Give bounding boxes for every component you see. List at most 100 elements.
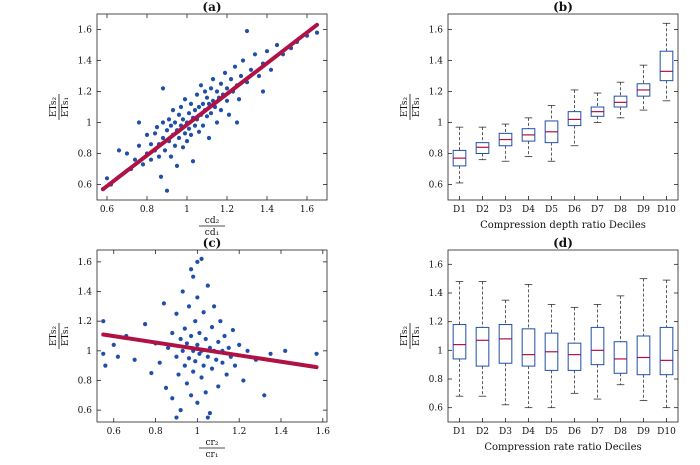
scatter-point (197, 351, 202, 356)
scatter-point (205, 354, 210, 359)
y-tick-label: 1 (86, 347, 92, 357)
y-tick-label: 1.4 (78, 57, 93, 67)
scatter-point (214, 120, 220, 125)
scatter-point (124, 151, 130, 156)
x-axis-label-den: cr₁ (206, 450, 219, 460)
scatter-point (101, 351, 106, 356)
scatter-point (198, 83, 204, 88)
panel-3: (c) 0.6 0.8 1 1.2 1.4 1.6 ETs₂ ETs₁ 0.6 0.8 1 1.2 1.4… (49, 236, 330, 460)
panel-1: (a) 0.6 0.8 1 1.2 1.4 1.6 ETs₂ ETs₁ 0.6 0.8 1 1.2 1.4… (49, 0, 328, 238)
scatter-point (152, 131, 158, 136)
y-tick-label: 1 (437, 119, 443, 129)
panel-title: (c) (203, 236, 222, 250)
panel-title: (b) (553, 0, 573, 14)
x-tick-label: 1.2 (220, 205, 234, 215)
scatter-point (236, 97, 242, 102)
x-tick-label: 0.6 (100, 205, 115, 215)
scatter-point (101, 319, 106, 324)
y-tick-label: 0.8 (429, 150, 444, 160)
scatter-point (222, 333, 227, 339)
x-axis-label: Compression rate ratio Deciles (484, 442, 641, 453)
y-axis-label-den: ETs₁ (412, 326, 422, 346)
scatter-point (170, 108, 176, 113)
x-tick-label: 0.8 (140, 205, 155, 215)
scatter-point (234, 120, 240, 125)
scatter-point (148, 142, 154, 147)
scatter-point (186, 126, 192, 131)
y-tick-label: 0.8 (429, 375, 444, 385)
box (475, 326, 490, 367)
y-tick-label: 1.2 (429, 88, 443, 98)
scatter-point (172, 143, 178, 148)
box (567, 342, 582, 371)
scatter-point (174, 163, 180, 168)
panel-title: (d) (553, 236, 573, 250)
scatter-point (157, 360, 162, 365)
x-tick-label: D2 (476, 205, 489, 215)
y-tick-label: 1.6 (429, 26, 444, 36)
scatter-point (268, 351, 273, 356)
y-axis-label: ETs₂ ETs₁ (400, 323, 422, 349)
scatter-point (218, 319, 223, 324)
y-axis-label-den: ETs₁ (61, 97, 71, 117)
box (452, 324, 467, 360)
scatter-point (182, 97, 188, 102)
scatter-point (156, 154, 162, 159)
scatter-point (188, 393, 194, 398)
box (498, 324, 513, 364)
scatter-point (182, 326, 187, 331)
scatter-point (201, 310, 206, 315)
scatter-point (203, 390, 208, 395)
scatter-point (176, 372, 181, 377)
scatter-point (115, 354, 121, 359)
scatter-point (142, 322, 148, 327)
scatter-point (228, 77, 234, 82)
x-tick-label: 0.8 (148, 427, 163, 437)
scatter-point (160, 135, 166, 141)
scatter-point (132, 157, 138, 162)
scatter-point (232, 64, 238, 69)
y-tick-label: 0.6 (429, 181, 444, 191)
scatter-point (132, 357, 137, 362)
scatter-point (162, 148, 168, 153)
plot-frame (447, 249, 679, 423)
box (613, 341, 628, 374)
scatter-point (241, 378, 246, 383)
scatter-point (192, 108, 198, 113)
y-axis-label: ETs₂ ETs₁ (49, 94, 71, 120)
scatter-point (194, 92, 200, 97)
x-tick-label: D9 (637, 427, 650, 437)
x-tick-label: D1 (453, 205, 466, 215)
scatter-point (196, 129, 202, 134)
x-tick-label: D3 (499, 427, 512, 437)
y-tick-label: 1.4 (78, 288, 93, 298)
scatter-point (184, 139, 190, 144)
scatter-point (174, 354, 179, 359)
scatter-point (262, 393, 267, 398)
scatter-point (207, 411, 213, 416)
scatter-point (252, 52, 258, 57)
scatter-point (164, 188, 170, 193)
scatter-point (203, 336, 208, 342)
y-axis-label-num: ETs₂ (49, 97, 59, 118)
x-tick-label: D5 (545, 205, 558, 215)
y-tick-label: 0.6 (429, 404, 444, 414)
scatter-point (164, 128, 170, 133)
box (475, 142, 490, 154)
x-tick-label: D3 (499, 205, 512, 215)
y-axis-label: ETs₂ ETs₁ (400, 94, 422, 120)
panel-4: (d) 0.6 0.8 1 1.2 1.4 1.6 ETs₂ ETs₁ D1 D2 D3 D4 D5 D6 D… (400, 236, 679, 453)
x-axis-label-num: cd₂ (205, 216, 220, 226)
scatter-point (226, 112, 232, 117)
scatter-point (158, 174, 164, 179)
panel-2: (b) 0.6 0.8 1 1.2 1.4 1.6 ETs₂ ETs₁ D1 D2 D3 D4 D5 D6 D… (400, 0, 679, 231)
y-tick-label: 1.4 (429, 57, 444, 67)
x-tick-label: D4 (522, 427, 535, 437)
box (659, 50, 674, 82)
x-tick-label: D6 (568, 205, 581, 215)
scatter-point (174, 311, 179, 316)
scatter-point (191, 369, 196, 374)
scatter-point (216, 384, 221, 389)
scatter-point (214, 89, 220, 94)
x-tick-label: D1 (453, 427, 466, 437)
